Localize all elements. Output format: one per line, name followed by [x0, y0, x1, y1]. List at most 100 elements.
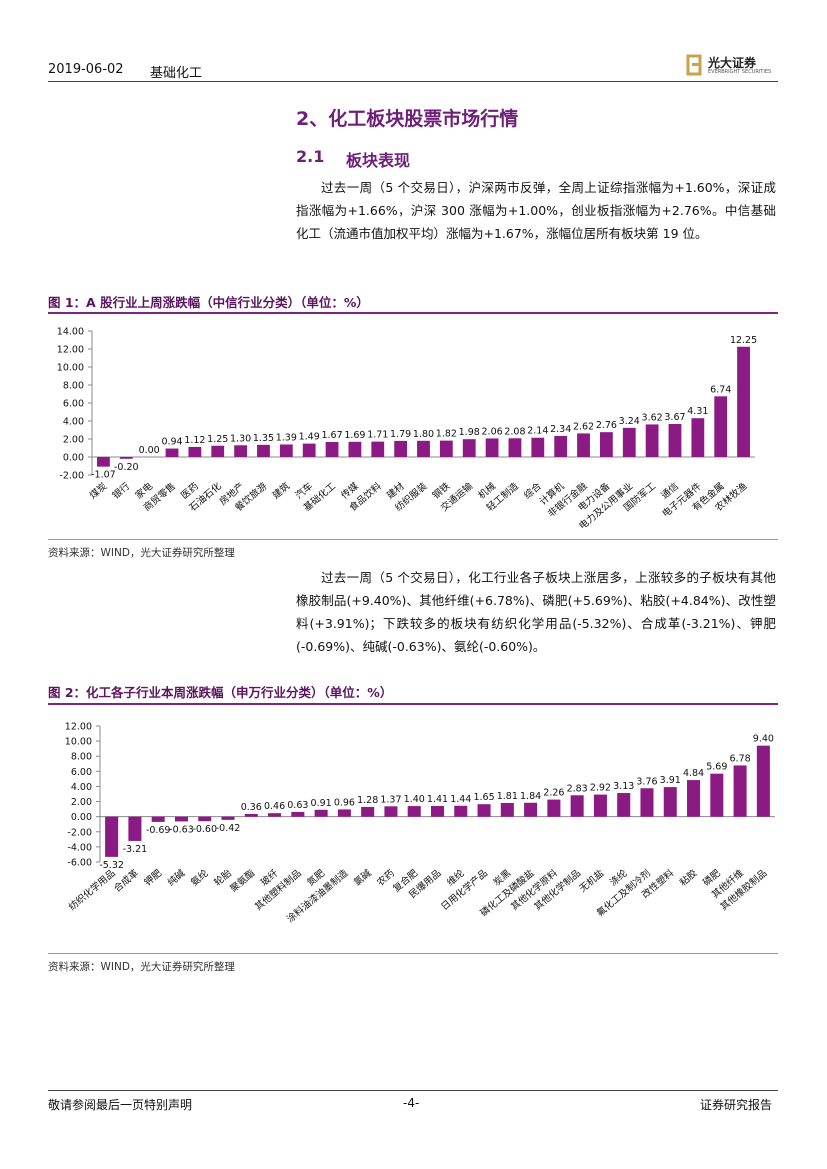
bar: [737, 346, 750, 457]
value-label: 1.80: [413, 429, 434, 440]
subsection-title: 板块表现: [346, 151, 411, 170]
value-label: 2.08: [504, 426, 525, 437]
bar: [314, 809, 328, 817]
value-label: 6.78: [730, 753, 751, 764]
value-label: 0.00: [139, 445, 160, 456]
logo-mark: [686, 54, 702, 76]
x-tick-label: 粘胶: [677, 867, 700, 889]
value-label: 1.30: [230, 433, 251, 444]
y-tick-label: 10.00: [57, 363, 84, 374]
bar: [570, 795, 584, 817]
logo-text: 光大证券: [708, 56, 757, 70]
x-tick-label: 无机盐: [577, 867, 607, 895]
bar: [119, 457, 133, 459]
bar: [663, 787, 677, 817]
value-label: -1.07: [91, 470, 116, 481]
bar: [151, 816, 165, 822]
y-tick-label: 14.00: [57, 327, 84, 338]
chart: -6.00 -4.00 -2.00 0.00 2.00 4.00 6.00 8.00 10.00…: [65, 722, 775, 925]
value-label: 2.76: [596, 420, 617, 431]
x-tick-label: 氨纶: [188, 867, 211, 889]
bar: [325, 441, 339, 457]
value-label: 0.63: [287, 800, 308, 811]
value-label: 12.25: [730, 335, 757, 346]
value-label: 1.81: [497, 791, 518, 802]
value-label: 2.34: [550, 424, 571, 435]
header-industry: 基础化工: [150, 66, 203, 81]
chart: -2.00 0.00 2.00 4.00 6.00 8.00 10.00 12.00 14.00…: [57, 327, 757, 533]
bar: [302, 443, 316, 457]
value-label: -0.60: [192, 824, 217, 835]
header-date: 2019-06-02: [48, 62, 124, 77]
bar: [691, 418, 705, 457]
value-label: 1.37: [380, 794, 401, 805]
bar: [174, 816, 188, 822]
value-label: -3.21: [123, 844, 148, 855]
bar: [198, 816, 212, 822]
paragraph: 过去一周（5 个交易日），沪深两市反弹，全周上证综指涨幅为+1.60%，深证成指…: [296, 180, 776, 241]
y-tick-label: -2.00: [67, 827, 92, 838]
y-tick-label: -4.00: [67, 842, 92, 853]
bar: [268, 813, 282, 817]
value-label: 0.46: [264, 801, 285, 812]
value-label: 3.91: [660, 775, 681, 786]
value-label: 3.24: [619, 416, 640, 427]
value-label: -0.63: [169, 824, 194, 835]
bar: [337, 809, 351, 817]
x-tick-label: 银行: [110, 480, 133, 502]
bar: [462, 439, 476, 457]
bar: [348, 441, 362, 457]
source-rule: [48, 539, 778, 540]
bar: [710, 773, 724, 817]
value-label: 0.36: [241, 802, 262, 813]
value-label: 1.71: [367, 430, 388, 441]
bar: [477, 804, 491, 817]
value-label: 0.96: [334, 797, 355, 808]
paragraph: 过去一周（5 个交易日），化工行业各子板块上涨居多，上涨较多的子板块有其他橡胶制…: [296, 570, 776, 654]
footer-rule: [48, 1090, 778, 1091]
bar: [439, 440, 453, 457]
bar: [211, 445, 225, 457]
value-label: 1.40: [404, 794, 425, 805]
subsection-number: 2.1: [296, 147, 325, 166]
value-label: 3.76: [636, 776, 657, 787]
y-tick-label: 6.00: [63, 399, 84, 410]
bar: [593, 794, 607, 817]
source-note: 资料来源：WIND，光大证券研究所整理: [48, 547, 235, 559]
y-tick-label: 2.00: [71, 797, 92, 808]
value-label: 1.84: [520, 791, 541, 802]
figure-caption: 图 2：化工各子行业本周涨跌幅（申万行业分类）（单位：%）: [48, 685, 393, 700]
value-label: 1.82: [436, 429, 457, 440]
x-tick-label: 纯碱: [165, 867, 188, 889]
value-label: 1.49: [299, 432, 320, 443]
source-note: 资料来源：WIND，光大证券研究所整理: [48, 961, 235, 973]
y-tick-label: 4.00: [71, 782, 92, 793]
bar: [128, 816, 142, 841]
value-label: 5.69: [706, 762, 727, 773]
y-tick-label: 0.00: [71, 812, 92, 823]
value-label: 1.67: [321, 430, 342, 441]
y-tick-label: 6.00: [71, 767, 92, 778]
bar: [485, 438, 499, 457]
bar: [500, 802, 514, 817]
bar: [361, 806, 375, 817]
value-label: 2.06: [482, 426, 503, 437]
bar: [188, 446, 202, 457]
value-label: 3.67: [664, 412, 685, 423]
caption-rule: [48, 703, 778, 705]
value-label: 2.14: [527, 426, 548, 437]
figure-caption: 图 1：A 股行业上周涨跌幅（中信行业分类）（单位：%）: [48, 295, 369, 310]
value-label: 4.84: [683, 768, 704, 779]
bar: [640, 788, 654, 817]
value-label: 1.44: [450, 794, 471, 805]
bar: [599, 432, 613, 457]
x-tick-label: 钾肥: [142, 867, 165, 889]
value-label: 1.65: [473, 792, 494, 803]
value-label: 1.41: [427, 794, 448, 805]
bar: [279, 444, 293, 457]
footer-page: -4-: [403, 1096, 420, 1110]
y-tick-label: 8.00: [63, 381, 84, 392]
bar: [622, 427, 636, 457]
bar: [617, 793, 631, 817]
